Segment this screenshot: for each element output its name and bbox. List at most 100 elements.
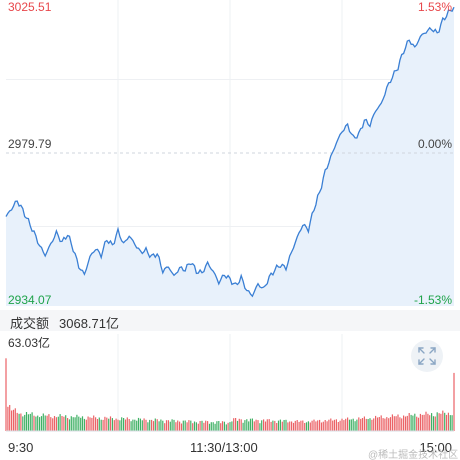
volume-bar: [115, 418, 117, 431]
expand-icon: [418, 347, 436, 365]
volume-bar: [294, 420, 296, 431]
volume-bar: [304, 423, 306, 431]
volume-total: 3068.71亿: [59, 316, 119, 331]
volume-bar: [296, 420, 298, 431]
volume-bar: [292, 422, 295, 431]
volume-bar: [134, 419, 136, 431]
volume-bar: [279, 419, 281, 431]
volume-bar: [369, 418, 371, 431]
volume-bar: [132, 419, 134, 431]
volume-bar: [307, 421, 309, 431]
volume-bar: [35, 416, 37, 431]
volume-bar: [203, 422, 205, 431]
volume-bar: [85, 419, 87, 431]
volume-bar: [404, 416, 407, 431]
volume-bar: [436, 412, 438, 431]
volume-bar: [339, 420, 341, 431]
volume-bar: [207, 421, 209, 431]
volume-bar: [106, 417, 108, 431]
volume-bar: [57, 416, 59, 431]
volume-bar: [5, 358, 7, 431]
time-mid-label: 11:30/13:00: [190, 440, 258, 455]
volume-bar: [305, 422, 308, 431]
volume-bar: [259, 423, 261, 431]
volume-bar: [373, 418, 375, 431]
volume-bar: [121, 417, 123, 431]
volume-bar: [449, 415, 451, 431]
volume-bar: [55, 417, 57, 431]
volume-bar: [313, 419, 315, 431]
volume-bar: [432, 416, 435, 431]
volume-bar: [68, 419, 71, 431]
volume-bar: [440, 413, 442, 431]
volume-bar: [180, 423, 183, 431]
volume-bar: [14, 408, 16, 431]
volume-bar: [59, 414, 61, 431]
volume-bar: [414, 413, 416, 431]
volume-bar: [360, 418, 362, 431]
volume-bar: [341, 418, 343, 431]
volume-bar: [363, 416, 365, 431]
volume-bar: [50, 417, 52, 431]
volume-bar: [330, 418, 332, 431]
volume-bar: [42, 413, 44, 431]
volume-bar: [376, 417, 379, 431]
volume-bar: [326, 421, 328, 431]
volume-label: 成交额: [10, 316, 50, 331]
volume-bar: [195, 422, 197, 431]
volume-bar: [233, 418, 235, 431]
volume-bar: [434, 416, 436, 431]
volume-bar: [192, 423, 194, 431]
volume-bar: [143, 418, 145, 431]
volume-bar: [382, 418, 384, 431]
volume-bar: [91, 417, 93, 431]
volume-bar: [451, 415, 453, 431]
volume-bar: [212, 422, 214, 431]
volume-bar: [167, 420, 169, 431]
volume-bar: [365, 418, 367, 431]
volume-bar: [52, 418, 54, 431]
volume-bar: [70, 416, 72, 431]
volume-bar: [151, 419, 153, 431]
expand-button[interactable]: [411, 340, 443, 372]
volume-bar: [184, 420, 186, 431]
volume-bar: [197, 423, 199, 431]
volume-bar: [403, 415, 405, 431]
volume-bar: [324, 420, 326, 431]
volume-bar: [315, 421, 317, 431]
volume-bar: [126, 417, 128, 431]
volume-bar: [78, 416, 80, 431]
volume-bar: [111, 418, 113, 431]
volume-bar: [61, 416, 63, 431]
volume-bar: [169, 421, 171, 431]
volume-bar: [24, 414, 26, 431]
volume-bar: [210, 422, 212, 431]
volume-bar: [102, 419, 104, 431]
volume-bar: [18, 413, 20, 431]
volume-bar: [417, 417, 420, 431]
volume-bar: [395, 416, 397, 431]
volume-bar: [238, 418, 240, 431]
volume-bar: [410, 414, 412, 431]
volume-bar: [80, 417, 82, 431]
volume-bar: [9, 405, 11, 431]
volume-bar: [89, 417, 91, 431]
volume-bar: [268, 419, 270, 431]
volume-bar: [208, 423, 211, 431]
volume-bar: [98, 417, 100, 431]
volume-bar: [104, 416, 106, 431]
volume-bar: [22, 416, 24, 431]
price-low-label: 2934.07: [8, 293, 52, 307]
volume-bar: [371, 419, 373, 431]
volume-bar: [255, 419, 257, 431]
volume-bar: [281, 421, 283, 431]
price-high-label: 3025.51: [8, 0, 52, 14]
volume-bar: [283, 420, 285, 431]
volume-bar: [128, 419, 130, 431]
volume-bar: [65, 415, 67, 431]
volume-bar: [235, 418, 237, 431]
volume-bar: [225, 424, 227, 431]
volume-bar: [423, 414, 425, 431]
volume-bar: [343, 420, 345, 431]
volume-bar: [40, 416, 43, 431]
